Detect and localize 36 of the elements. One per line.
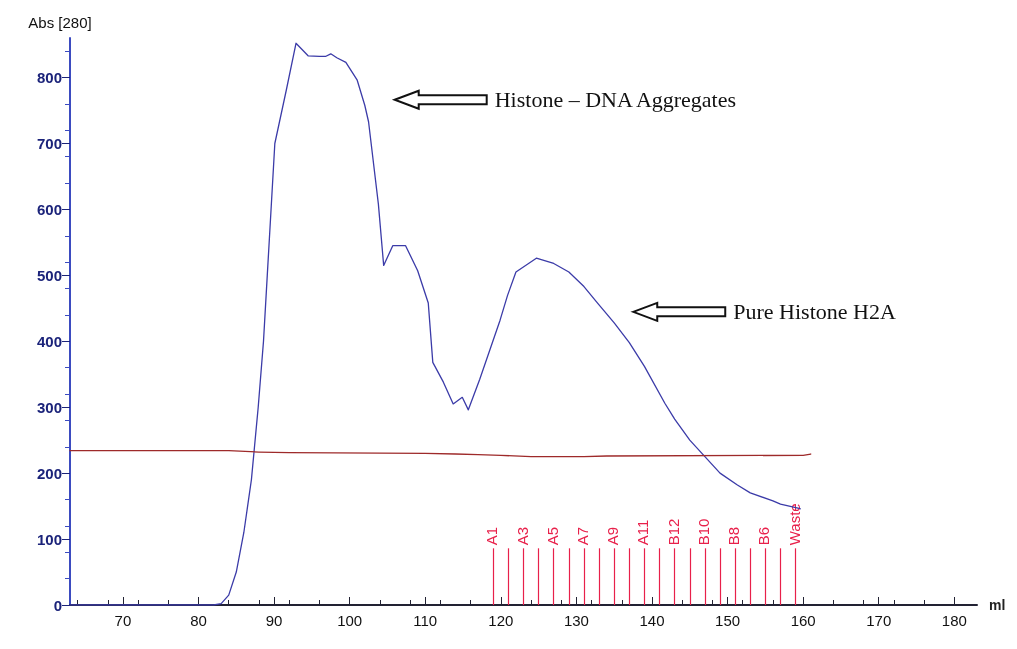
- x-tick-label: 180: [941, 612, 967, 629]
- y-tick-label: 400: [36, 332, 62, 350]
- x-tick-label: 70: [114, 612, 132, 629]
- ref-line-label: A11: [634, 519, 652, 546]
- x-tick-label: 130: [563, 612, 589, 629]
- y-tick-label: 800: [36, 69, 62, 87]
- x-tick-label: 120: [488, 612, 514, 629]
- x-tick-label: 170: [866, 612, 892, 629]
- ref-line-label: B12: [664, 518, 682, 546]
- ref-line-label: A5: [543, 526, 561, 546]
- x-tick-label: 110: [413, 612, 438, 629]
- ref-line-label: Waste: [785, 503, 803, 546]
- y-tick-label: 200: [36, 464, 62, 482]
- ref-line-label: A1: [483, 526, 501, 546]
- ref-line-label: A3: [513, 526, 531, 546]
- x-tick-label: 80: [190, 612, 207, 629]
- ref-line-label: A7: [573, 526, 591, 546]
- y-tick-label: 600: [36, 200, 62, 218]
- x-axis-title: ml: [989, 597, 1006, 613]
- annotation: Histone – DNA Aggregates: [494, 87, 737, 113]
- x-tick-label: 100: [337, 612, 363, 629]
- y-tick-label: 700: [36, 134, 62, 152]
- ref-line-label: B8: [725, 526, 743, 546]
- ref-line-label: A9: [604, 526, 622, 546]
- y-tick-label: 300: [36, 398, 62, 416]
- y-tick-label: 500: [36, 266, 62, 284]
- x-tick-label: 160: [790, 612, 816, 629]
- y-tick-label: 0: [53, 596, 62, 614]
- annotation: Pure Histone H2A: [733, 299, 896, 325]
- y-axis-title: Abs [280]: [28, 14, 92, 31]
- x-tick-label: 150: [715, 612, 741, 629]
- x-tick-label: 140: [639, 612, 665, 629]
- ref-line-label: B10: [694, 518, 712, 546]
- y-tick-label: 100: [36, 530, 62, 548]
- ref-line-label: B6: [755, 526, 773, 546]
- x-tick-label: 90: [265, 612, 283, 629]
